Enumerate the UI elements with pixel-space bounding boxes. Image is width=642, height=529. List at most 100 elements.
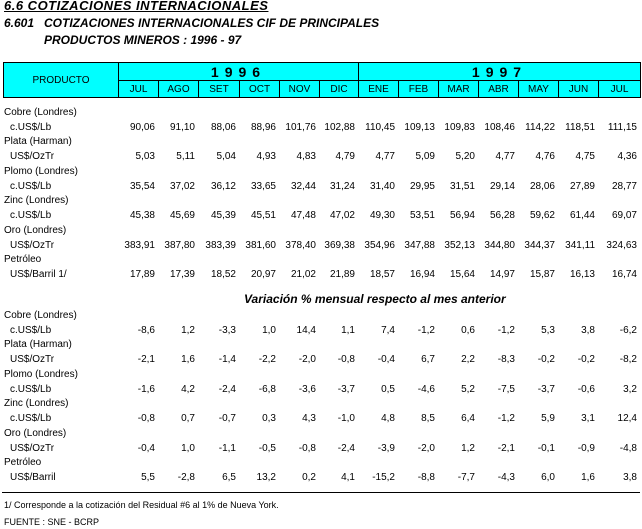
year-header: 1997 xyxy=(358,62,641,81)
cell-value: -3,7 xyxy=(337,383,355,395)
cell-value: 8,5 xyxy=(421,413,435,425)
cell-value: 344,80 xyxy=(484,239,515,251)
cell-value: 17,89 xyxy=(129,269,155,280)
product-name: Petróleo xyxy=(4,254,42,265)
product-unit: c.US$/Lb xyxy=(10,122,52,133)
cell-value: 45,39 xyxy=(210,210,236,222)
cell-value: 16,94 xyxy=(409,269,435,280)
cell-value: 1,2 xyxy=(181,325,195,336)
cell-value: 59,62 xyxy=(529,210,555,222)
product-unit: c.US$/Lb xyxy=(10,210,52,222)
month-header: MAY xyxy=(518,80,559,98)
product-unit: c.US$/Lb xyxy=(10,413,52,425)
cell-value: 369,38 xyxy=(324,239,355,251)
product-name: Cobre (Londres) xyxy=(4,107,77,118)
cell-value: 6,5 xyxy=(222,472,236,483)
product-unit: c.US$/Lb xyxy=(10,180,52,192)
cell-value: 5,04 xyxy=(216,151,236,163)
bottom-rule xyxy=(2,492,640,493)
cell-value: 29,95 xyxy=(409,180,435,192)
cell-value: -0,6 xyxy=(577,383,595,395)
cell-value: -7,5 xyxy=(497,383,515,395)
product-unit: US$/OzTr xyxy=(10,151,55,163)
cell-value: 109,83 xyxy=(444,122,475,133)
cell-value: 15,64 xyxy=(449,269,475,280)
cell-value: 56,28 xyxy=(489,210,515,222)
cell-value: 45,38 xyxy=(129,210,155,222)
cell-value: 4,77 xyxy=(375,151,395,163)
cell-value: -0,8 xyxy=(137,413,155,425)
cell-value: -6,8 xyxy=(258,383,276,395)
cell-value: 5,9 xyxy=(541,413,555,425)
cell-value: -15,2 xyxy=(372,472,395,483)
cell-value: -2,2 xyxy=(258,354,276,366)
cell-value: 5,09 xyxy=(415,151,435,163)
cell-value: 32,44 xyxy=(290,180,316,192)
cell-value: 29,14 xyxy=(489,180,515,192)
cell-value: 21,02 xyxy=(290,269,316,280)
cell-value: 383,91 xyxy=(124,239,155,251)
cell-value: -3,3 xyxy=(218,325,236,336)
cell-value: 108,46 xyxy=(484,122,515,133)
cell-value: 109,13 xyxy=(404,122,435,133)
cell-value: -2,4 xyxy=(337,442,355,454)
cell-value: 31,40 xyxy=(369,180,395,192)
cell-value: -0,2 xyxy=(537,354,555,366)
cell-value: 33,65 xyxy=(250,180,276,192)
cell-value: 1,0 xyxy=(181,442,195,454)
cell-value: 13,2 xyxy=(256,472,276,483)
cell-value: -4,3 xyxy=(497,472,515,483)
cell-value: 4,1 xyxy=(341,472,355,483)
cell-value: 16,13 xyxy=(569,269,595,280)
cell-value: -2,1 xyxy=(497,442,515,454)
product-unit: US$/OzTr xyxy=(10,239,55,251)
cell-value: 28,77 xyxy=(611,180,637,192)
cell-value: -1,2 xyxy=(497,325,515,336)
cell-value: 101,76 xyxy=(285,122,316,133)
cell-value: 18,57 xyxy=(369,269,395,280)
product-name: Cobre (Londres) xyxy=(4,310,77,321)
cell-value: 3,8 xyxy=(623,472,637,483)
cell-value: 88,06 xyxy=(210,122,236,133)
cell-value: 4,75 xyxy=(575,151,595,163)
cell-value: 324,63 xyxy=(606,239,637,251)
product-name: Plata (Harman) xyxy=(4,339,72,351)
cell-value: -1,2 xyxy=(497,413,515,425)
cell-value: 20,97 xyxy=(250,269,276,280)
product-name: Petróleo xyxy=(4,457,42,468)
cell-value: -2,4 xyxy=(218,383,236,395)
cell-value: 18,52 xyxy=(210,269,236,280)
month-header: SET xyxy=(198,80,240,98)
cell-value: -8,8 xyxy=(417,472,435,483)
cell-value: -2,0 xyxy=(417,442,435,454)
cell-value: -1,0 xyxy=(337,413,355,425)
month-header: MAR xyxy=(438,80,479,98)
product-name: Oro (Londres) xyxy=(4,427,67,439)
cell-value: -6,2 xyxy=(619,325,637,336)
cell-value: 4,76 xyxy=(535,151,555,163)
cell-value: 47,48 xyxy=(290,210,316,222)
cell-value: -0,8 xyxy=(337,354,355,366)
cell-value: 88,96 xyxy=(250,122,276,133)
cell-value: 344,37 xyxy=(524,239,555,251)
cell-value: -8,6 xyxy=(137,325,155,336)
cell-value: 56,94 xyxy=(449,210,475,222)
cell-value: -2,8 xyxy=(177,472,195,483)
cell-value: 0,6 xyxy=(461,325,475,336)
cell-value: -0,4 xyxy=(377,354,395,366)
cell-value: 378,40 xyxy=(285,239,316,251)
product-name: Plata (Harman) xyxy=(4,136,72,148)
product-name: Plomo (Londres) xyxy=(4,368,78,380)
cell-value: 17,39 xyxy=(169,269,195,280)
month-header: JUL xyxy=(118,80,159,98)
cell-value: 5,03 xyxy=(135,151,155,163)
cell-value: -3,9 xyxy=(377,442,395,454)
cell-value: 1,6 xyxy=(181,354,195,366)
cell-value: -0,1 xyxy=(537,442,555,454)
cell-value: 12,4 xyxy=(617,413,637,425)
product-name: Oro (Londres) xyxy=(4,224,67,236)
cell-value: 91,10 xyxy=(169,122,195,133)
cell-value: -3,7 xyxy=(537,383,555,395)
cell-value: 354,96 xyxy=(364,239,395,251)
